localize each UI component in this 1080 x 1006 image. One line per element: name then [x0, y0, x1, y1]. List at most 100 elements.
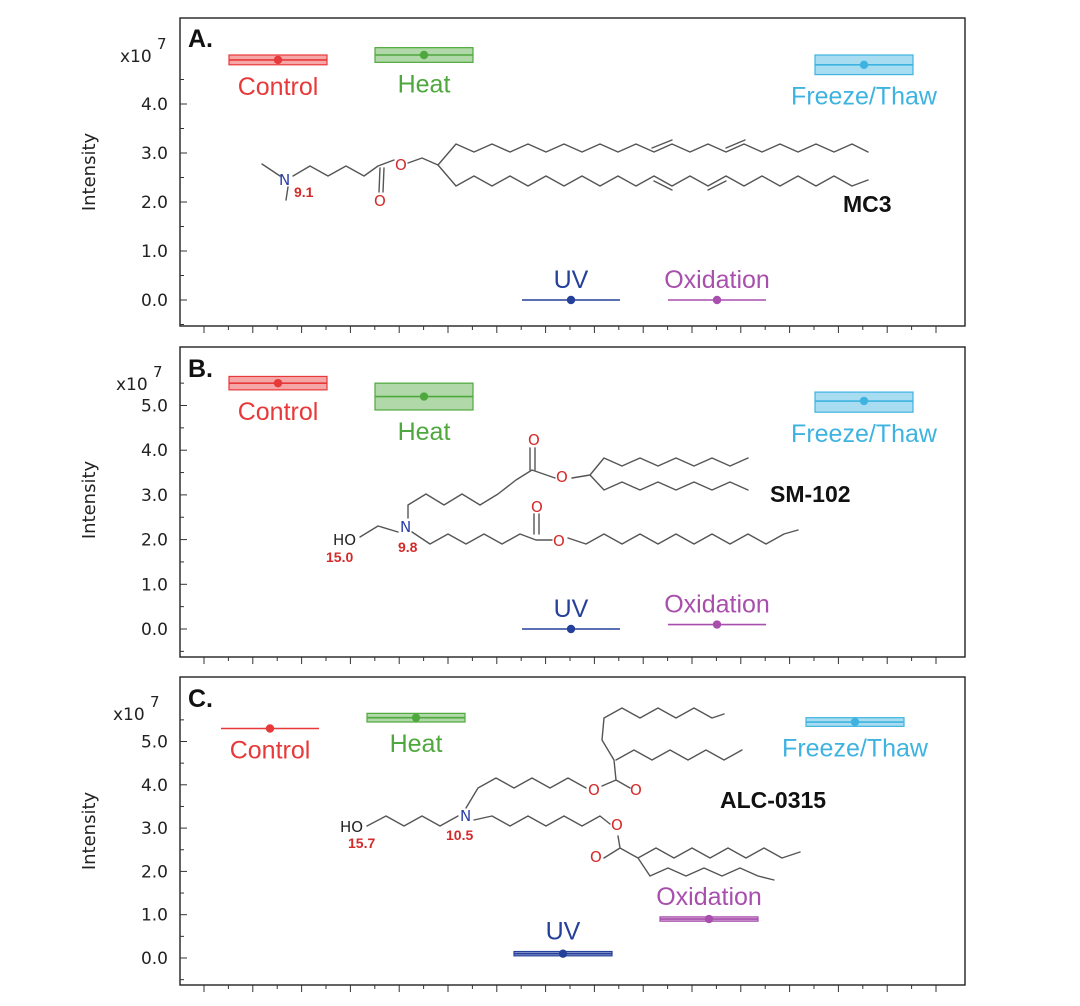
y-tick-label: 3.0 [141, 144, 168, 164]
panel-c-scale-exp: 7 [150, 693, 160, 711]
y-tick-label: 3.0 [141, 486, 168, 506]
sm102-pka-hydroxyl: 15.0 [326, 549, 353, 565]
series-control-mark: Control [228, 375, 328, 426]
series-label: Freeze/Thaw [791, 420, 938, 448]
alc0315-hydroxyl-label: HO [340, 818, 363, 836]
series-oxidation-mark: Oxidation [664, 591, 770, 629]
y-tick-label: 4.0 [141, 441, 168, 461]
series-control-mark: Control [228, 54, 328, 101]
panel-c-y-ticks: 0.0 1.0 2.0 3.0 4.0 5.0 [141, 719, 187, 981]
series-freeze-thaw-mark: Freeze/Thaw [782, 717, 929, 762]
sm102-lower-tail [567, 529, 799, 545]
y-tick-label: 2.0 [141, 193, 168, 213]
y-tick-label: 3.0 [141, 819, 168, 839]
series-label: Control [230, 737, 311, 765]
series-label: Heat [390, 730, 443, 758]
data-point [850, 717, 860, 727]
series-uv-mark: UV [522, 595, 620, 634]
y-tick-label: 1.0 [141, 242, 168, 262]
panel-b-scale-exp: 7 [153, 363, 163, 381]
mc3-carbonyl-oxygen: O [374, 192, 386, 210]
alc0315-lower-arm [473, 815, 611, 827]
sm102-upper-carbonyl-oxygen: O [528, 431, 540, 449]
data-point [411, 713, 421, 722]
alc0315-upper-ester [601, 707, 743, 789]
panel-a-ylabel: Intensity [79, 132, 100, 211]
mc3-headgroup-bonds [261, 159, 395, 201]
alc0315-pka-amine: 10.5 [446, 827, 473, 843]
series-control-mark: Control [221, 724, 319, 765]
panel-c-frame [179, 676, 966, 986]
series-label: UV [554, 266, 589, 294]
mc3-lower-chain [437, 164, 869, 187]
series-marks: Control Heat Freeze/Thaw UV Oxidation Control… [221, 47, 938, 958]
data-point [859, 60, 869, 69]
sm102-lower-arm [411, 531, 553, 545]
panel-a-scale-exp: 7 [157, 35, 167, 53]
data-point [704, 914, 714, 924]
sm102-upper-carbonyl [529, 447, 536, 471]
sm102-upper-arm [407, 469, 556, 519]
sm102-pka-amine: 9.8 [398, 539, 418, 555]
mc3-nitrogen-atom: N [279, 171, 290, 189]
data-point [712, 620, 722, 629]
series-label: Control [238, 398, 319, 426]
series-label: UV [546, 918, 581, 946]
panel-c-scale-base: x10 [113, 705, 145, 725]
mc3-pka-label: 9.1 [294, 184, 314, 200]
series-uv-mark: UV [513, 918, 613, 958]
sm102-lower-ester-oxygen: O [553, 532, 565, 550]
sm102-structure: HO N O O O O 15.0 9.8 SM-102 [326, 431, 851, 565]
data-point [273, 378, 283, 388]
alc0315-upper-carbonyl-oxygen: O [630, 781, 642, 799]
mc3-lower-chain-double-bonds [653, 180, 727, 191]
series-heat-mark: Heat [374, 47, 474, 98]
y-tick-label: 1.0 [141, 575, 168, 595]
alc0315-lower-ester [603, 835, 801, 881]
data-point [566, 624, 576, 634]
y-tick-label: 0.0 [141, 949, 168, 969]
series-freeze-thaw-mark: Freeze/Thaw [791, 54, 938, 111]
panel-b-ylabel: Intensity [79, 460, 100, 539]
series-label: Freeze/Thaw [791, 83, 938, 111]
series-label: Control [238, 73, 319, 101]
mc3-upper-chain [407, 143, 869, 166]
series-oxidation-mark: Oxidation [656, 883, 762, 924]
alc0315-lower-carbonyl-oxygen: O [590, 848, 602, 866]
panel-b-letter: B. [188, 355, 213, 383]
data-point [859, 396, 869, 406]
alc0315-nitrogen-atom: N [460, 807, 471, 825]
panel-c-ylabel: Intensity [79, 791, 100, 870]
panel-b-y-ticks: 0.0 1.0 2.0 3.0 4.0 5.0 [141, 382, 187, 652]
sm102-headgroup-bonds [359, 525, 399, 538]
sm102-lower-carbonyl [533, 513, 540, 535]
panel-b-scale-base: x10 [116, 375, 148, 395]
panel-a-letter: A. [188, 25, 213, 53]
series-label: UV [554, 595, 589, 623]
series-uv-mark: UV [522, 266, 620, 305]
series-label: Freeze/Thaw [782, 734, 929, 762]
alc0315-pka-hydroxyl: 15.7 [348, 835, 375, 851]
x-axis-ticks [203, 326, 937, 992]
series-label: Oxidation [656, 883, 762, 911]
panel-b-scale: x10 7 [116, 363, 163, 395]
series-label: Oxidation [664, 591, 770, 619]
y-tick-label: 4.0 [141, 95, 168, 115]
series-freeze-thaw-mark: Freeze/Thaw [791, 391, 938, 448]
mc3-name: MC3 [843, 191, 892, 217]
panel-c-scale: x10 7 [113, 693, 160, 725]
panel-c-letter: C. [188, 685, 213, 713]
y-tick-label: 5.0 [141, 733, 168, 753]
series-label: Oxidation [664, 266, 770, 294]
y-tick-label: 0.0 [141, 620, 168, 640]
sm102-nitrogen-atom: N [400, 518, 411, 536]
mc3-ester-oxygen: O [395, 156, 407, 174]
y-tick-label: 2.0 [141, 531, 168, 551]
alc0315-name: ALC-0315 [720, 787, 826, 813]
data-point [265, 724, 275, 733]
series-heat-mark: Heat [366, 712, 466, 758]
series-label: Heat [398, 418, 451, 446]
sm102-upper-branches [571, 457, 749, 491]
y-tick-label: 1.0 [141, 906, 168, 926]
